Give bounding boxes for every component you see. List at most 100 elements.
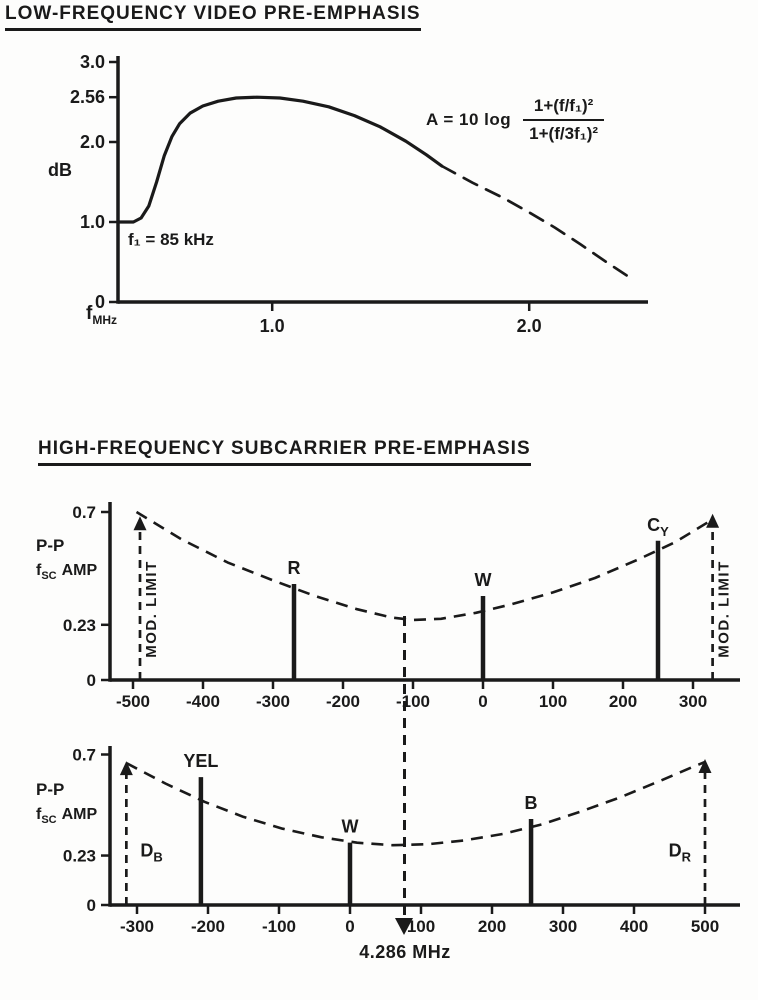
svg-text:2.56: 2.56 — [70, 87, 105, 107]
stem-label: YEL — [183, 751, 218, 771]
stem-DR: DR — [669, 759, 712, 905]
stem-label: DR — [669, 841, 692, 865]
svg-text:1.0: 1.0 — [80, 212, 105, 232]
lf-x-ticks: 1.0 2.0 — [260, 302, 542, 336]
lf-curve-dashed — [440, 164, 629, 277]
subcarrier-frequency-label: 4.286 MHz — [359, 942, 451, 962]
svg-text:-300: -300 — [256, 692, 290, 710]
hf2-y-axis-label-line1: P-P — [36, 780, 65, 799]
stem-label: R — [288, 558, 301, 578]
lf-x-axis-label-main: f — [86, 303, 93, 324]
svg-text:0: 0 — [87, 896, 96, 915]
stem-label-rotated: MOD. LIMIT — [716, 560, 733, 658]
hf1-amp-text: AMP — [61, 561, 98, 579]
section1-title: LOW-FREQUENCY VIDEO PRE-EMPHASIS — [5, 3, 421, 31]
stem-CY: CY — [647, 515, 669, 680]
pre-emphasis-formula: A = 10 log 1+(f/f₁)² 1+(f/3f₁)² — [426, 96, 605, 144]
svg-text:0.23: 0.23 — [63, 847, 96, 866]
svg-text:-200: -200 — [191, 917, 225, 936]
svg-text:3.0: 3.0 — [80, 52, 105, 72]
arrowhead-up-icon — [698, 759, 712, 774]
lf-axes — [116, 56, 648, 304]
stem-mod-limit-right: MOD. LIMIT — [706, 513, 733, 680]
svg-text:-300: -300 — [120, 917, 154, 936]
hf1-y-axis-label: P-P fSC AMP — [36, 536, 97, 582]
section2-title: HIGH-FREQUENCY SUBCARRIER PRE-EMPHASIS — [38, 438, 531, 466]
hf1-chart-svg: -500 -400 -300 -200 -100 0 100 200 300 0.7 0.23 0 MO… — [63, 502, 740, 711]
hf2-y-axis-label: P-P fSC AMP — [36, 780, 97, 826]
f1-annotation: f₁ = 85 kHz — [128, 230, 214, 249]
hf1-y-axis-label-line2: fSC AMP — [36, 562, 97, 583]
hf2-amp-text: AMP — [61, 805, 98, 823]
stem-W: W — [342, 817, 359, 905]
svg-text:100: 100 — [539, 692, 567, 710]
hf2-x-ticks: -300 -200 -100 0 100 200 300 400 500 — [120, 905, 719, 936]
svg-text:0: 0 — [478, 692, 487, 710]
stem-R: R — [288, 558, 301, 680]
svg-text:0: 0 — [95, 292, 105, 312]
svg-text:0.7: 0.7 — [72, 746, 96, 765]
lf-x-axis-label-sub: MHz — [92, 312, 117, 327]
formula-numerator: 1+(f/f₁)² — [523, 96, 605, 121]
hf2-y-ticks: 0.7 0.23 0 — [63, 746, 110, 915]
stem-label: W — [342, 817, 359, 837]
svg-text:0.7: 0.7 — [72, 503, 96, 522]
svg-text:0.23: 0.23 — [63, 616, 96, 635]
subcarrier-frequency-marker-line — [403, 616, 406, 920]
low-frequency-pre-emphasis-chart: 3.0 2.56 2.0 1.0 0 1.0 2.0 — [0, 30, 758, 352]
formula-fraction: 1+(f/f₁)² 1+(f/3f₁)² — [523, 96, 605, 144]
stem-DB: DB — [119, 761, 163, 905]
svg-text:-100: -100 — [262, 917, 296, 936]
svg-text:0: 0 — [87, 671, 96, 690]
svg-text:200: 200 — [609, 692, 637, 710]
svg-text:100: 100 — [407, 917, 435, 936]
stem-label: CY — [647, 515, 669, 539]
svg-text:500: 500 — [691, 917, 719, 936]
lf-curve-solid — [116, 95, 444, 224]
lf-x-axis-label: fMHz — [86, 303, 117, 327]
svg-text:0: 0 — [345, 917, 354, 936]
stem-label-rotated: MOD. LIMIT — [143, 560, 160, 658]
hf1-fsc-sub: SC — [41, 569, 57, 582]
hf2-envelope-curve — [125, 760, 706, 847]
subcarrier-chart-bottom: -300 -200 -100 0 100 200 300 400 500 0.7 0.23 0 DB YE… — [0, 710, 758, 945]
svg-text:-100: -100 — [396, 692, 430, 710]
hf2-fsc-f: f — [36, 805, 42, 823]
formula-prefix: A = 10 log — [426, 110, 512, 129]
lf-y-axis-label: dB — [48, 160, 72, 180]
hf2-fsc-sub: SC — [41, 813, 57, 826]
hf1-fsc-f: f — [36, 561, 42, 579]
arrowhead-up-icon — [119, 761, 133, 776]
svg-text:300: 300 — [549, 917, 577, 936]
arrowhead-up-icon — [133, 516, 147, 531]
lf-y-ticks: 3.0 2.56 2.0 1.0 0 — [70, 52, 118, 312]
svg-text:300: 300 — [679, 692, 707, 710]
hf2-y-axis-label-line2: fSC AMP — [36, 806, 97, 827]
hf2-chart-svg: -300 -200 -100 0 100 200 300 400 500 0.7 0.23 0 DB YE… — [63, 746, 740, 936]
lf-chart-svg: 3.0 2.56 2.0 1.0 0 1.0 2.0 — [70, 52, 648, 336]
stem-label: B — [525, 793, 538, 813]
hf1-envelope-curve — [135, 510, 715, 622]
stem-YEL: YEL — [183, 751, 218, 905]
hf1-y-axis-label-line1: P-P — [36, 536, 65, 555]
hf1-x-ticks: -500 -400 -300 -200 -100 0 100 200 300 — [116, 680, 707, 711]
svg-text:-400: -400 — [186, 692, 220, 710]
svg-text:-200: -200 — [326, 692, 360, 710]
stem-W: W — [475, 570, 492, 680]
stem-label: W — [475, 570, 492, 590]
formula-denominator: 1+(f/3f₁)² — [529, 124, 599, 143]
svg-text:400: 400 — [620, 917, 648, 936]
subcarrier-frequency-marker-arrowhead-icon — [395, 918, 413, 935]
svg-text:2.0: 2.0 — [80, 132, 105, 152]
hf1-y-ticks: 0.7 0.23 0 — [63, 503, 110, 690]
stem-B: B — [525, 793, 538, 905]
svg-text:2.0: 2.0 — [517, 316, 542, 336]
arrowhead-up-icon — [706, 513, 720, 528]
svg-text:-500: -500 — [116, 692, 150, 710]
svg-text:1.0: 1.0 — [260, 316, 285, 336]
subcarrier-chart-top: -500 -400 -300 -200 -100 0 100 200 300 0.7 0.23 0 MO… — [0, 470, 758, 711]
stem-label: DB — [140, 841, 162, 865]
stem-mod-limit-left: MOD. LIMIT — [133, 516, 160, 680]
svg-text:200: 200 — [478, 917, 506, 936]
